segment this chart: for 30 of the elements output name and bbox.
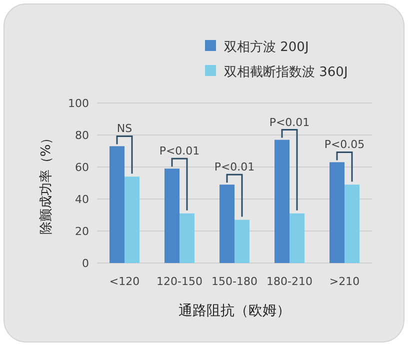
annotation: P<0.05 xyxy=(324,138,365,152)
annotation: P<0.01 xyxy=(214,160,255,174)
x-axis-title: 通路阻抗（欧姆） xyxy=(178,303,290,319)
y-axis-title: 除颤成功率（%） xyxy=(38,131,54,235)
x-tick-label: 120-150 xyxy=(156,275,202,288)
y-tick-label: 40 xyxy=(75,193,89,206)
y-tick-label: 20 xyxy=(75,225,89,238)
y-tick-label: 60 xyxy=(75,161,89,174)
bar xyxy=(274,140,290,263)
bar xyxy=(290,213,304,263)
annotation: P<0.01 xyxy=(159,144,200,158)
bar xyxy=(330,162,344,263)
legend-label: 双相截断指数波 360J xyxy=(224,65,348,80)
legend-label: 双相方波 200J xyxy=(224,39,309,55)
bar xyxy=(180,213,194,263)
bar xyxy=(164,168,180,263)
x-tick-label: <120 xyxy=(109,275,140,288)
x-tick-label: 150-180 xyxy=(212,275,258,288)
y-tick-label: 80 xyxy=(75,129,89,142)
bar xyxy=(344,184,360,263)
bar xyxy=(220,184,234,263)
x-tick-label: >210 xyxy=(329,275,360,288)
annotation: P<0.01 xyxy=(269,116,310,129)
annotation: NS xyxy=(116,122,132,136)
bar xyxy=(110,146,124,263)
bar xyxy=(124,176,140,263)
x-tick-label: 180-210 xyxy=(266,275,312,288)
y-tick-label: 100 xyxy=(68,97,89,110)
y-tick-label: 0 xyxy=(82,257,89,270)
bar xyxy=(234,220,250,263)
